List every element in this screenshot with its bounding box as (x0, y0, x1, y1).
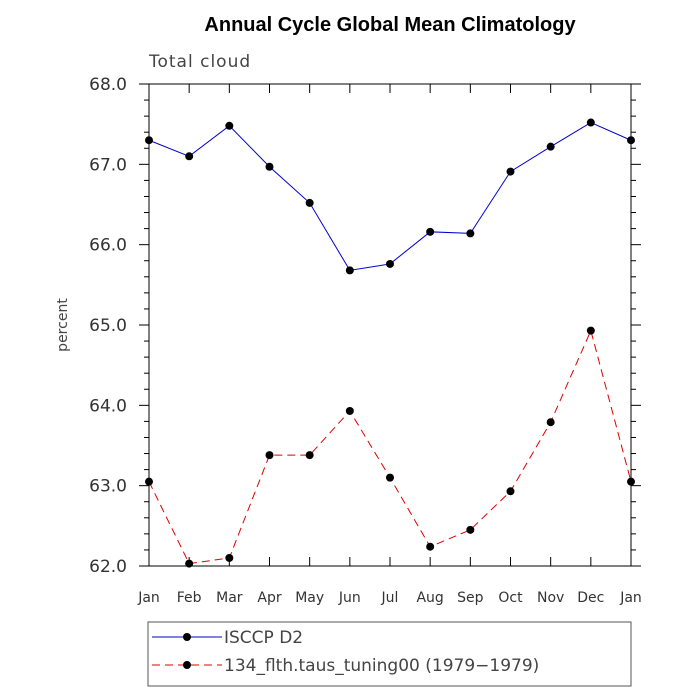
y-tick-label: 65.0 (89, 316, 127, 336)
chart-subtitle: Total cloud (148, 52, 251, 72)
data-point-s2-6 (345, 406, 354, 415)
x-tick-label: Mar (216, 590, 243, 606)
axes (148, 83, 632, 567)
data-point-s2-12 (586, 326, 595, 335)
y-tick-label: 68.0 (89, 75, 127, 95)
y-tick-label: 63.0 (89, 477, 127, 497)
x-tick-label: Apr (257, 590, 281, 606)
x-tick-label: Aug (416, 590, 443, 606)
y-tick-label: 62.0 (89, 557, 127, 577)
x-tick-label: Dec (577, 590, 604, 606)
x-tick-label: Jan (137, 590, 160, 606)
y-tick-label: 66.0 (89, 236, 127, 256)
y-tick-label: 64.0 (89, 396, 127, 416)
data-point-s1-7 (386, 259, 394, 268)
x-tick-label: Jan (619, 590, 642, 606)
legend-box (147, 621, 632, 687)
data-point-s2-13 (627, 477, 635, 486)
data-point-s1-10 (506, 167, 515, 176)
tick-labels: Jan Feb Mar Apr May Jun Jul Aug Sep Oct Nov Dec Jan 6… (89, 75, 642, 606)
data-point-s2-8 (426, 542, 435, 551)
data-point-s1-2 (185, 152, 194, 161)
data-point-s2-4 (265, 451, 274, 460)
data-point-s1-1 (145, 136, 153, 145)
series-line-2 (148, 329, 632, 565)
x-tick-label: Jun (338, 590, 361, 606)
legend-label-2: 134_flth.taus_tuning00 (1979−1979) (224, 656, 539, 676)
series (145, 118, 635, 568)
x-tick-label: Oct (498, 590, 523, 606)
data-point-s2-5 (305, 451, 314, 460)
series-line-1 (148, 121, 632, 271)
data-point-s2-11 (546, 418, 555, 427)
plot-frame (148, 83, 632, 567)
x-tick-label: Nov (537, 590, 564, 606)
chart-title: Annual Cycle Global Mean Climatology (204, 14, 576, 36)
y-tick-label: 67.0 (89, 155, 127, 175)
data-point-s1-12 (586, 118, 595, 127)
x-tick-label: Jul (381, 590, 399, 606)
data-point-s1-6 (345, 266, 354, 275)
x-tick-label: May (295, 590, 324, 606)
data-point-s1-3 (225, 121, 234, 130)
y-axis-label: percent (55, 298, 71, 352)
legend-marker-1 (183, 633, 191, 641)
legend-label-1: ISCCP D2 (224, 628, 303, 648)
data-point-s1-4 (265, 162, 274, 171)
data-point-s2-7 (386, 473, 394, 482)
data-point-s1-11 (546, 142, 555, 151)
x-tick-label: Feb (177, 590, 202, 606)
legend: ISCCP D2 134_flth.taus_tuning00 (1979−197… (152, 628, 539, 676)
data-point-s2-1 (145, 477, 153, 486)
data-point-s1-9 (466, 229, 475, 238)
data-point-s2-9 (466, 525, 475, 534)
x-tick-label: Sep (457, 590, 484, 606)
legend-marker-2 (183, 661, 191, 669)
data-point-s2-10 (506, 487, 515, 496)
data-point-s2-3 (225, 553, 234, 562)
data-point-s2-2 (185, 559, 194, 568)
axis-ticks (139, 83, 641, 567)
data-point-s1-8 (426, 227, 435, 236)
data-point-s1-5 (305, 198, 314, 207)
data-point-s1-13 (627, 136, 635, 145)
